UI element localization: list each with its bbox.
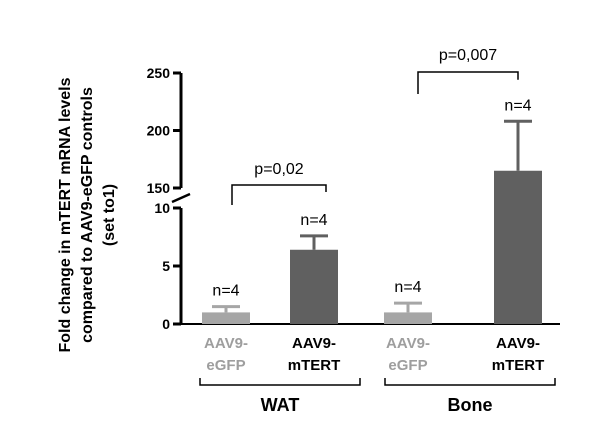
category-label-top: AAV9-: [386, 335, 430, 352]
y-label-line: Fold change in mTERT mRNA levels: [57, 77, 74, 352]
group-bracket: [199, 378, 361, 386]
y-tick-label: 5: [162, 258, 170, 274]
n-label: n=4: [394, 279, 421, 296]
y-tick-label: 0: [162, 316, 170, 332]
bar: [494, 170, 542, 324]
group-label: Bone: [448, 395, 493, 415]
bar: [202, 312, 250, 324]
category-label-top: AAV9-: [292, 335, 336, 352]
y-label-line: compared to AAV9-eGFP controls: [79, 87, 96, 343]
y-tick-label: 150: [147, 180, 171, 196]
axis-break-mark: [171, 192, 191, 204]
group-bracket: [384, 378, 556, 386]
y-label-line: (set to1): [101, 184, 118, 246]
bar: [290, 249, 338, 324]
y-tick-label: 250: [147, 65, 171, 81]
y-tick-label: 200: [147, 123, 171, 139]
group-label: WAT: [261, 395, 300, 415]
comparison-bracket: [417, 71, 519, 94]
y-axis-label: Fold change in mTERT mRNA levels compared…: [57, 77, 118, 352]
n-label: n=4: [212, 283, 239, 300]
n-label: n=4: [300, 212, 327, 229]
comparison-bracket: [231, 184, 327, 205]
p-value-label: p=0,02: [254, 161, 303, 178]
category-label-bottom: mTERT: [492, 357, 545, 374]
category-label-top: AAV9-: [204, 335, 248, 352]
category-label-bottom: mTERT: [288, 357, 341, 374]
category-label-top: AAV9-: [496, 335, 540, 352]
annotations: n=4 n=4 n=4 n=4 p=0,02 p=0,007: [212, 47, 531, 300]
y-tick-label: 10: [154, 200, 170, 216]
p-value-label: p=0,007: [439, 47, 497, 64]
x-axis-labels: AAV9- eGFP AAV9- mTERT AAV9- eGFP AAV9- mTERT WA…: [199, 335, 556, 415]
category-label-bottom: eGFP: [388, 357, 427, 374]
category-label-bottom: eGFP: [206, 357, 245, 374]
bars: [202, 119, 542, 324]
bar: [384, 312, 432, 324]
n-label: n=4: [504, 97, 531, 114]
